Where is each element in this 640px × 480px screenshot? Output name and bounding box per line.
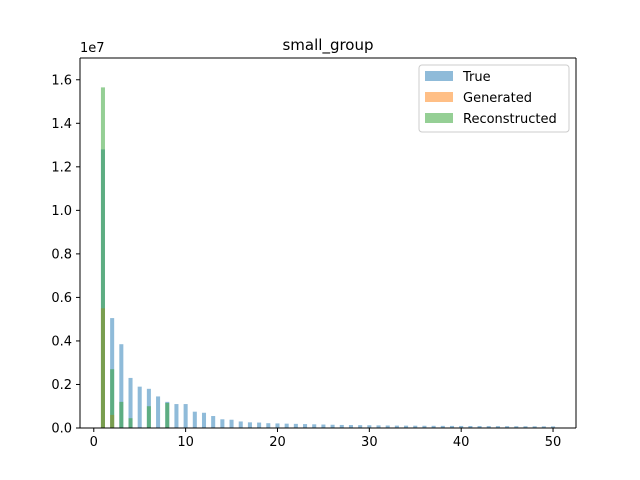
bars (100, 87, 556, 428)
bar-true (514, 426, 519, 428)
legend-swatch-true (425, 71, 453, 81)
chart-title: small_group (282, 36, 373, 55)
bar-reconstructed (100, 87, 105, 428)
y-tick-label: 0.2 (51, 378, 72, 393)
bar-true (321, 424, 326, 428)
bar-true (440, 425, 445, 428)
bar-true (468, 426, 473, 428)
bar-true (505, 426, 510, 428)
bar-true (284, 423, 289, 428)
bar-true (532, 426, 537, 428)
bar-true (275, 423, 280, 428)
bar-true (358, 425, 363, 428)
bar-true (312, 424, 317, 428)
bar-true (137, 386, 142, 428)
bar-reconstructed (110, 369, 115, 428)
bar-reconstructed (128, 418, 133, 428)
y-tick-label: 1.4 (51, 117, 72, 132)
y-offset-label: 1e7 (80, 41, 105, 56)
bar-true (257, 422, 262, 428)
x-tick-label: 50 (545, 435, 562, 450)
bar-true (449, 425, 455, 428)
legend: True Generated Reconstructed (418, 64, 570, 133)
bar-true (128, 377, 133, 428)
bar-reconstructed (146, 406, 151, 428)
bar-true (431, 425, 436, 428)
bar-true (541, 426, 546, 428)
x-tick-label: 20 (269, 435, 286, 450)
x-tick-label: 10 (177, 435, 194, 450)
bar-true (523, 426, 528, 428)
bar-true (459, 425, 464, 428)
bar-true (211, 416, 216, 428)
y-tick-label: 1.0 (51, 204, 72, 219)
bar-true (247, 422, 252, 428)
bar-true (551, 426, 556, 428)
bar-true (201, 412, 207, 428)
bar-true (495, 426, 500, 428)
x-tick-label: 40 (453, 435, 470, 450)
bar-true (404, 425, 409, 428)
bar-true (220, 419, 225, 428)
legend-label-reconstructed: Reconstructed (463, 112, 557, 127)
y-tick-label: 0.6 (51, 291, 72, 306)
y-tick-label: 0.8 (51, 247, 72, 262)
bar-true (183, 404, 188, 428)
x-tick-label: 0 (90, 435, 98, 450)
bar-true (174, 404, 179, 428)
legend-swatch-reconstructed (425, 113, 453, 123)
bar-true (413, 425, 418, 428)
bar-true (385, 425, 390, 428)
bar-true (266, 423, 271, 428)
bar-true (156, 396, 161, 428)
bar-true (293, 423, 298, 428)
bar-true (238, 421, 243, 428)
bar-true (394, 425, 399, 428)
bar-true (303, 424, 308, 428)
bar-true (376, 425, 381, 428)
bar-true (486, 426, 491, 428)
bar-true (367, 425, 372, 428)
y-tick-label: 0.0 (51, 422, 72, 437)
legend-box (418, 64, 570, 133)
bar-true (192, 411, 197, 428)
bar-true (330, 424, 335, 428)
y-tick-label: 0.4 (51, 334, 72, 349)
bar-reconstructed (165, 402, 170, 428)
legend-label-generated: Generated (463, 91, 532, 106)
bar-true (348, 425, 353, 428)
y-tick-label: 1.2 (51, 160, 72, 175)
bar-true (422, 425, 427, 428)
legend-label-true: True (462, 70, 491, 85)
axes: 0 10 20 30 40 50 0.0 0.2 0.4 0.6 0.8 1.0 1.2 1.4 1.6 (51, 57, 577, 450)
bar-reconstructed (119, 401, 124, 428)
legend-swatch-generated (425, 92, 453, 102)
y-tick-label: 1.6 (51, 73, 72, 88)
bar-true (339, 424, 344, 428)
bar-true (229, 419, 234, 428)
bar-true (477, 426, 482, 428)
bar-true (119, 344, 124, 428)
x-tick-label: 30 (361, 435, 378, 450)
